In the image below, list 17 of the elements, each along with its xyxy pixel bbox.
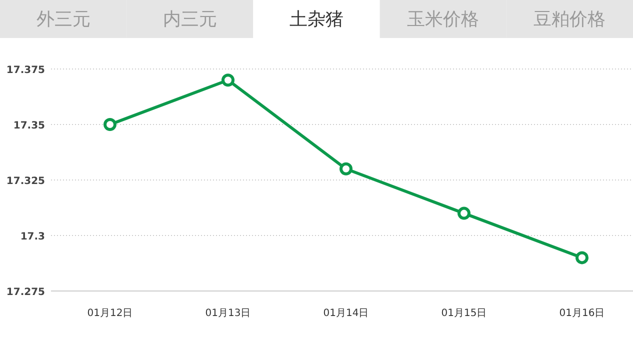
point [576, 251, 588, 264]
tabs: 外三元 内三元 土杂猪 玉米价格 豆粕价格 [0, 0, 633, 38]
x-tick-label: 01月14日 [323, 308, 369, 319]
point [458, 206, 470, 220]
point [222, 74, 234, 87]
x-tick-label: 01月16日 [559, 308, 605, 319]
point [104, 118, 116, 131]
x-tick-label: 01月13日 [205, 308, 251, 319]
y-tick-label: 17.275 [6, 287, 46, 298]
x-tick-label: 01月12日 [87, 308, 133, 319]
x-tick-label: 01月15日 [441, 308, 487, 319]
point [340, 162, 352, 176]
chart-title: 土杂猪 [290, 9, 344, 30]
y-tick-label: 17.375 [6, 65, 46, 76]
y-tick-label: 17.35 [13, 120, 46, 132]
y-tick-label: 17.325 [6, 176, 46, 187]
y-tick-label: 17.3 [20, 232, 46, 242]
